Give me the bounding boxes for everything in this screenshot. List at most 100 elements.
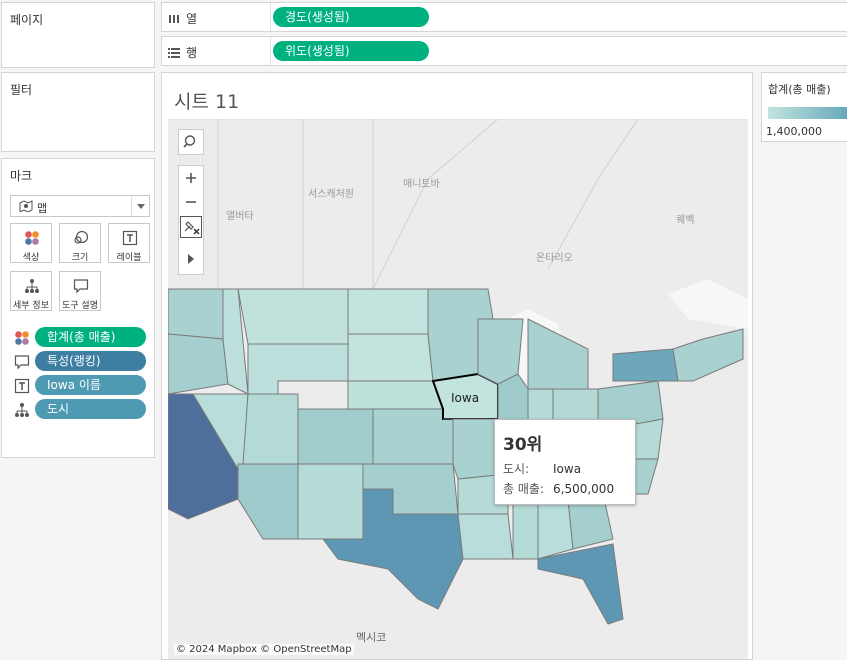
ranking-pill[interactable]: 특성(랭킹): [35, 351, 146, 371]
legend-gradient-bar: [768, 107, 847, 119]
place-label: 퀘벡: [676, 214, 694, 226]
mark-type-dropdown[interactable]: 맵: [10, 195, 150, 217]
pages-panel: 페이지: [1, 2, 155, 68]
state-idaho[interactable]: [222, 288, 249, 395]
sheet-title: 시트 11: [174, 91, 240, 113]
columns-shelf-label: 열: [168, 10, 197, 27]
state-wisconsin[interactable]: [477, 318, 524, 385]
state-south-dakota[interactable]: [347, 333, 434, 382]
state-montana[interactable]: [237, 288, 349, 345]
detail-icon: [15, 403, 29, 417]
map-canvas[interactable]: 서스캐처원 매니토바 앨버타 퀘벡 온타리오 멕시코 Iowa: [168, 119, 748, 659]
tooltip-key: 도시:: [503, 462, 530, 476]
minus-icon: [186, 201, 196, 203]
state-washington[interactable]: [168, 288, 224, 340]
label-button[interactable]: 레이블: [108, 223, 150, 263]
search-icon: [183, 135, 196, 148]
sheet-view: 시트 11: [161, 72, 753, 660]
map-mark-icon: [19, 200, 33, 212]
state-alabama[interactable]: [537, 498, 574, 560]
detail-icon: [25, 279, 39, 293]
water: [668, 279, 748, 329]
color-button-label: 색상: [22, 253, 40, 263]
state-louisiana[interactable]: [457, 513, 514, 560]
color-dots-icon: [15, 331, 29, 345]
state-oregon[interactable]: [168, 333, 229, 395]
zoom-out-button[interactable]: [179, 190, 203, 214]
color-button[interactable]: 색상: [10, 223, 52, 263]
map-search-button[interactable]: [178, 129, 204, 155]
legend-min-value: 1,400,000: [766, 125, 822, 138]
latitude-pill[interactable]: 위도(생성됨): [273, 41, 429, 61]
tooltip-button-label: 도구 설명: [62, 301, 98, 311]
color-legend[interactable]: 합계(총 매출) 1,400,000 8: [761, 72, 847, 142]
city-pill[interactable]: 도시: [35, 399, 146, 419]
unpin-map-button[interactable]: [180, 216, 202, 238]
state-new-york[interactable]: [612, 348, 679, 382]
label-button-label: 레이블: [116, 253, 142, 263]
state-new-mexico[interactable]: [297, 463, 364, 540]
tooltip-row-city: 도시: Iowa: [503, 460, 581, 477]
tooltip-value: Iowa: [553, 462, 582, 476]
shelf-divider: [270, 3, 271, 31]
mark-type-value: 맵: [37, 202, 48, 215]
tooltip-value: 6,500,000: [553, 482, 615, 496]
tooltip-title: 30위: [503, 435, 543, 455]
columns-shelf[interactable]: 열 경도(생성됨): [161, 2, 847, 32]
sum-sales-pill[interactable]: 합계(총 매출): [35, 327, 146, 347]
rows-shelf[interactable]: 행 위도(생성됨): [161, 36, 847, 66]
state-kansas[interactable]: [372, 408, 454, 465]
size-button-label: 크기: [71, 253, 89, 263]
longitude-pill[interactable]: 경도(생성됨): [273, 7, 429, 27]
rows-label-text: 행: [186, 46, 198, 60]
detail-button-label: 세부 정보: [13, 301, 49, 311]
state-new-england[interactable]: [672, 328, 744, 382]
pages-title: 페이지: [10, 13, 44, 27]
unpin-icon: [184, 221, 200, 235]
tooltip-key: 총 매출:: [503, 482, 544, 496]
iowa-name-pill[interactable]: Iowa 이름: [35, 375, 146, 395]
columns-label-text: 열: [186, 12, 198, 26]
place-label: 서스캐처원: [308, 188, 354, 200]
label-icon: [14, 378, 30, 394]
state-florida[interactable]: [537, 543, 624, 625]
state-colorado[interactable]: [297, 408, 374, 465]
label-icon: [122, 230, 138, 246]
map-copyright[interactable]: © 2024 Mapbox © OpenStreetMap: [174, 644, 354, 655]
legend-title: 합계(총 매출): [768, 83, 831, 96]
filters-title: 필터: [10, 83, 33, 97]
columns-icon: [169, 14, 179, 23]
size-button[interactable]: 크기: [59, 223, 101, 263]
place-label: 온타리오: [536, 252, 573, 264]
state-label-iowa: Iowa: [451, 391, 479, 405]
zoom-in-button[interactable]: [179, 166, 203, 190]
detail-button[interactable]: 세부 정보: [10, 271, 52, 311]
tooltip-icon: [73, 279, 89, 294]
filters-panel: 필터: [1, 72, 155, 152]
rows-shelf-label: 행: [168, 44, 197, 61]
place-label: 앨버타: [226, 209, 254, 222]
state-arizona[interactable]: [237, 463, 299, 540]
shelf-divider: [270, 37, 271, 65]
marks-title: 마크: [10, 169, 33, 183]
tooltip-button[interactable]: 도구 설명: [59, 271, 101, 311]
chevron-down-icon[interactable]: [131, 196, 149, 216]
play-icon: [188, 254, 194, 264]
state-utah[interactable]: [242, 393, 299, 465]
rows-icon: [168, 47, 180, 58]
state-nebraska[interactable]: [347, 380, 444, 410]
us-state-map[interactable]: 서스캐처원 매니토바 앨버타 퀘벡 온타리오 멕시코 Iowa: [168, 119, 748, 659]
plus-icon: [186, 173, 196, 183]
state-mississippi[interactable]: [512, 498, 539, 560]
map-zoom-controls: [178, 165, 204, 275]
place-label: 매니토바: [403, 178, 440, 190]
state-north-dakota[interactable]: [347, 288, 429, 335]
color-dots-icon: [25, 231, 39, 245]
map-tooltip: 30위 도시: Iowa 총 매출: 6,500,000: [494, 419, 636, 505]
marks-panel: 마크 맵 색상 크기 레이블: [1, 158, 155, 458]
map-toolbar-expand-button[interactable]: [179, 246, 203, 272]
place-label: 멕시코: [356, 631, 386, 644]
tooltip-row-sales: 총 매출: 6,500,000: [503, 480, 614, 497]
province-border: [547, 119, 639, 270]
size-icon: [74, 230, 89, 244]
